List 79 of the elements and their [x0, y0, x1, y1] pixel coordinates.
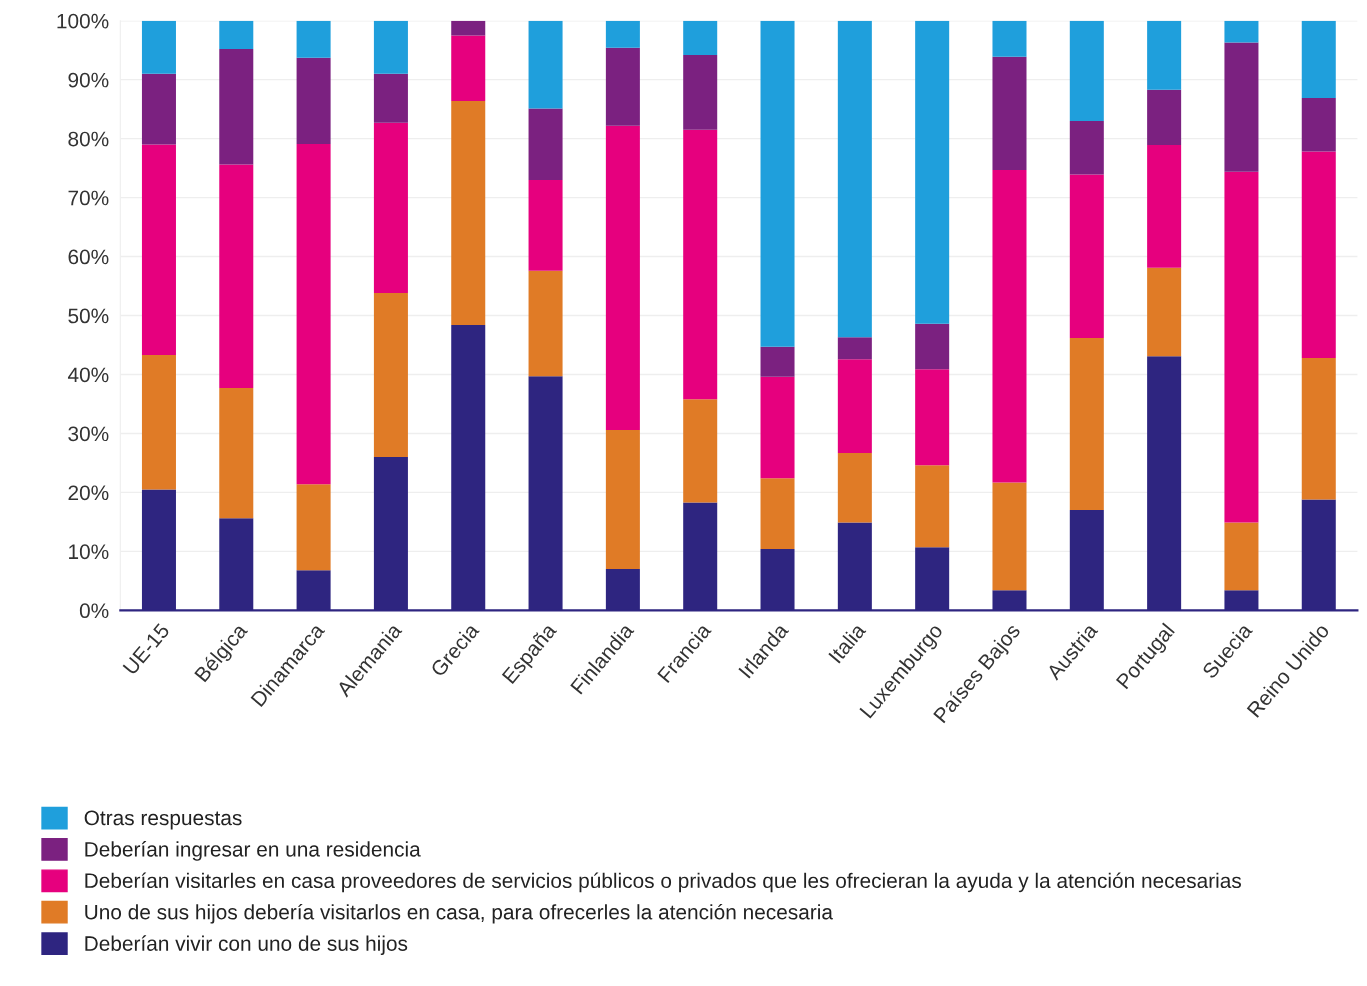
bar [915, 323, 950, 370]
y-tick-label: 0% [79, 603, 109, 619]
bar [1224, 20, 1259, 43]
bar [528, 20, 563, 109]
bar [296, 484, 331, 571]
bar [683, 54, 718, 130]
bar [296, 20, 331, 58]
bar [296, 143, 331, 485]
bar [1147, 89, 1182, 146]
y-tick-label: 60% [68, 249, 109, 265]
bar [219, 49, 254, 165]
bar [528, 108, 563, 180]
y-tick-label: 70% [68, 190, 109, 206]
bar [992, 20, 1027, 57]
bar [605, 47, 640, 126]
legend-label: Deberían ingresar en una residencia [85, 841, 421, 861]
bar [992, 482, 1027, 591]
legend-label: Uno de sus hijos debería visitarlos en casa, para ofrecerles la atención necesaria [85, 903, 833, 924]
bar [1301, 357, 1336, 500]
bar [683, 399, 718, 503]
bar [760, 20, 795, 347]
bar [141, 144, 176, 356]
bar [1224, 522, 1259, 591]
bar [451, 20, 486, 36]
bar [1224, 171, 1259, 523]
bar [1069, 120, 1104, 175]
bar [373, 293, 408, 458]
bar [915, 369, 950, 466]
bar [760, 346, 795, 377]
y-tick-label: 80% [68, 131, 109, 147]
bar [915, 20, 950, 324]
bar [760, 478, 795, 550]
bar [296, 57, 331, 144]
bar [683, 129, 718, 400]
bar [451, 35, 486, 101]
bar [992, 56, 1027, 170]
bar [683, 20, 718, 55]
bar [1301, 20, 1336, 98]
bar [605, 429, 640, 570]
bar [141, 355, 176, 490]
y-tick-label: 40% [67, 367, 109, 383]
bar [837, 337, 872, 360]
bar [760, 376, 795, 479]
bar [837, 452, 872, 523]
bar [1147, 267, 1182, 357]
bar [1069, 20, 1104, 121]
bar [605, 125, 640, 430]
bar [992, 169, 1027, 483]
bar [837, 359, 872, 453]
bar [1301, 151, 1336, 358]
y-tick-label: 100% [57, 13, 109, 29]
bar [915, 465, 950, 548]
bar [1069, 174, 1104, 338]
bar [837, 20, 872, 338]
bar [528, 179, 563, 271]
legend-label: Deberían visitarles en casa proveedores de servicios públicos o privados que les ofrecieran la ayuda y la atención necesarias [85, 872, 1241, 893]
bar [1069, 337, 1104, 511]
bar [141, 73, 176, 145]
bar [605, 20, 640, 48]
y-tick-label: 50% [68, 308, 109, 324]
bar [219, 164, 254, 389]
bar [219, 20, 254, 50]
bar [528, 270, 563, 377]
bar [1147, 145, 1182, 268]
bar [373, 122, 408, 294]
y-tick-label: 30% [68, 426, 109, 442]
bar [141, 20, 176, 74]
bar [1301, 97, 1336, 152]
bar [373, 73, 408, 123]
y-tick-label: 10% [69, 544, 109, 560]
legend-label: Otras respuestas [84, 810, 242, 830]
bar [373, 20, 408, 74]
bar [1224, 42, 1259, 172]
legend-label: Deberían vivir con uno de sus hijos [85, 935, 408, 955]
bar [219, 388, 254, 519]
bar [1147, 20, 1182, 90]
bar [451, 100, 486, 325]
y-tick-label: 20% [68, 485, 109, 501]
y-tick-label: 90% [68, 72, 109, 88]
